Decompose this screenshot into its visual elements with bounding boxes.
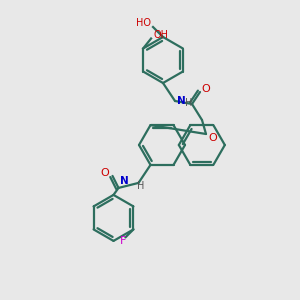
Text: O: O (101, 168, 110, 178)
Text: N: N (120, 176, 128, 186)
Text: H: H (185, 98, 192, 108)
Text: H: H (136, 181, 144, 191)
Text: O: O (208, 133, 217, 143)
Text: O: O (201, 84, 210, 94)
Text: HO: HO (136, 18, 151, 28)
Text: OH: OH (153, 29, 168, 40)
Text: N: N (177, 96, 186, 106)
Text: F: F (120, 236, 127, 246)
